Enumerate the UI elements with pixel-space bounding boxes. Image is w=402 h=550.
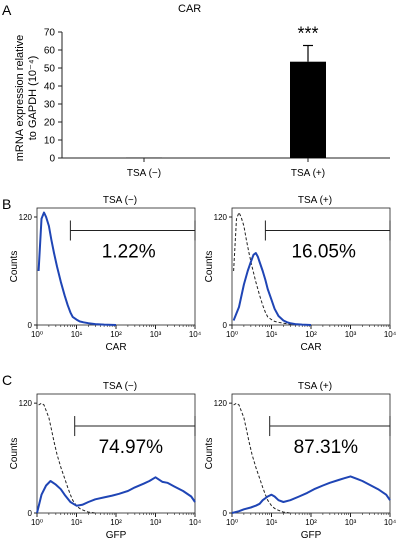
histogram-b-left: TSA (−) 0 120 Counts 10⁰ 10¹ 10² 10³ 10⁴ CAR 1.22% [9, 195, 202, 353]
bar-chart-panel: CAR mRNA expression relative to GAPDH (1… [14, 3, 390, 179]
control-histogram [233, 402, 291, 514]
bar-chart-marks: TSA (−) *** TSA (+) [126, 24, 326, 179]
y-tick-label: 20 [44, 118, 56, 129]
sample-histogram [231, 475, 391, 514]
x-tick-label: 10¹ [266, 518, 278, 527]
y-tick-label: 120 [214, 213, 228, 222]
control-histogram [38, 402, 96, 514]
y-axis-label: Counts [9, 251, 20, 283]
histogram-title: TSA (+) [298, 381, 332, 392]
x-tick-label: 10¹ [71, 518, 83, 527]
gate-percentage: 87.31% [294, 437, 359, 458]
y-tick-label: 0 [49, 154, 55, 165]
x-tick-label: 10⁴ [384, 330, 397, 339]
panel-label-a: A [2, 2, 12, 18]
x-tick-label: 10⁴ [384, 518, 397, 527]
y-tick-label: 50 [44, 64, 56, 75]
histogram-c-right: TSA (+) 0 120 Counts 10⁰ 10¹ 10² 10³ 10⁴ GFP 87.31… [204, 381, 397, 541]
y-tick-label: 40 [44, 82, 56, 93]
x-tick-label: 10³ [345, 518, 357, 527]
y-tick-label: 0 [223, 509, 228, 518]
y-tick-label: 0 [28, 321, 33, 330]
x-tick-label: 10¹ [71, 330, 83, 339]
y-tick-label: 10 [44, 136, 56, 147]
x-tick-label: 10⁴ [189, 518, 202, 527]
sample-histogram [232, 252, 312, 326]
bar-chart-ylabel-line-2: to GAPDH (10⁻⁴) [27, 56, 39, 141]
control-histogram [233, 211, 300, 326]
plot-frame [231, 207, 391, 326]
y-tick-label: 120 [19, 399, 33, 408]
x-tick-label: 10⁰ [31, 330, 43, 339]
panel-label-b: B [2, 196, 11, 212]
x-tick-label: 10³ [150, 518, 162, 527]
x-tick-label: 10³ [150, 330, 162, 339]
x-category-label: TSA (+) [291, 168, 325, 179]
x-axis-label: GFP [106, 530, 127, 541]
x-tick-label: 10² [110, 330, 122, 339]
bar-chart-ylabel-line-1: mRNA expression relative [14, 35, 26, 162]
x-tick-label: 10⁰ [31, 518, 43, 527]
gate-percentage: 1.22% [102, 242, 156, 263]
x-tick-label: 10¹ [266, 330, 278, 339]
x-axis-label: GFP [301, 530, 322, 541]
y-axis-label: Counts [204, 438, 215, 470]
y-tick-label: 120 [19, 213, 33, 222]
histogram-b-right: TSA (+) 0 120 Counts 10⁰ 10¹ 10² 10³ 10⁴ CAR 16.05… [204, 195, 397, 353]
sample-histogram [37, 211, 117, 326]
x-tick-label: 10² [305, 330, 317, 339]
x-axis-label: CAR [300, 342, 321, 353]
bar-chart-axes: 0 10 20 30 40 50 60 70 [44, 28, 390, 165]
x-tick-label: 10² [305, 518, 317, 527]
y-tick-label: 120 [214, 399, 228, 408]
y-axis-label: Counts [204, 251, 215, 283]
x-tick-label: 10⁰ [226, 330, 238, 339]
significance-label: *** [297, 24, 318, 44]
histogram-c-left: TSA (−) 0 120 Counts 10⁰ 10¹ 10² 10³ 10⁴ GFP 74.97… [9, 381, 202, 541]
gate-percentage: 16.05% [291, 242, 356, 263]
histogram-title: TSA (+) [298, 195, 332, 206]
y-tick-label: 70 [44, 28, 56, 39]
bar-chart-ylabel: mRNA expression relative to GAPDH (10⁻⁴) [14, 35, 39, 162]
gate-percentage: 74.97% [99, 437, 164, 458]
histogram-title: TSA (−) [103, 381, 137, 392]
histogram-title: TSA (−) [103, 195, 137, 206]
y-axis-label: Counts [9, 438, 20, 470]
x-tick-label: 10⁴ [189, 330, 202, 339]
y-tick-label: 0 [223, 321, 228, 330]
x-category-label: TSA (−) [127, 168, 161, 179]
y-tick-label: 0 [28, 509, 33, 518]
bar-chart-title: CAR [178, 3, 201, 15]
bar [290, 61, 326, 159]
y-tick-label: 30 [44, 100, 56, 111]
sample-histogram [36, 476, 196, 514]
x-tick-label: 10² [110, 518, 122, 527]
y-tick-label: 60 [44, 46, 56, 57]
panel-label-c: C [2, 372, 12, 388]
x-axis-label: CAR [105, 342, 126, 353]
x-tick-label: 10⁰ [226, 518, 238, 527]
plot-frame [36, 207, 196, 326]
x-tick-label: 10³ [345, 330, 357, 339]
